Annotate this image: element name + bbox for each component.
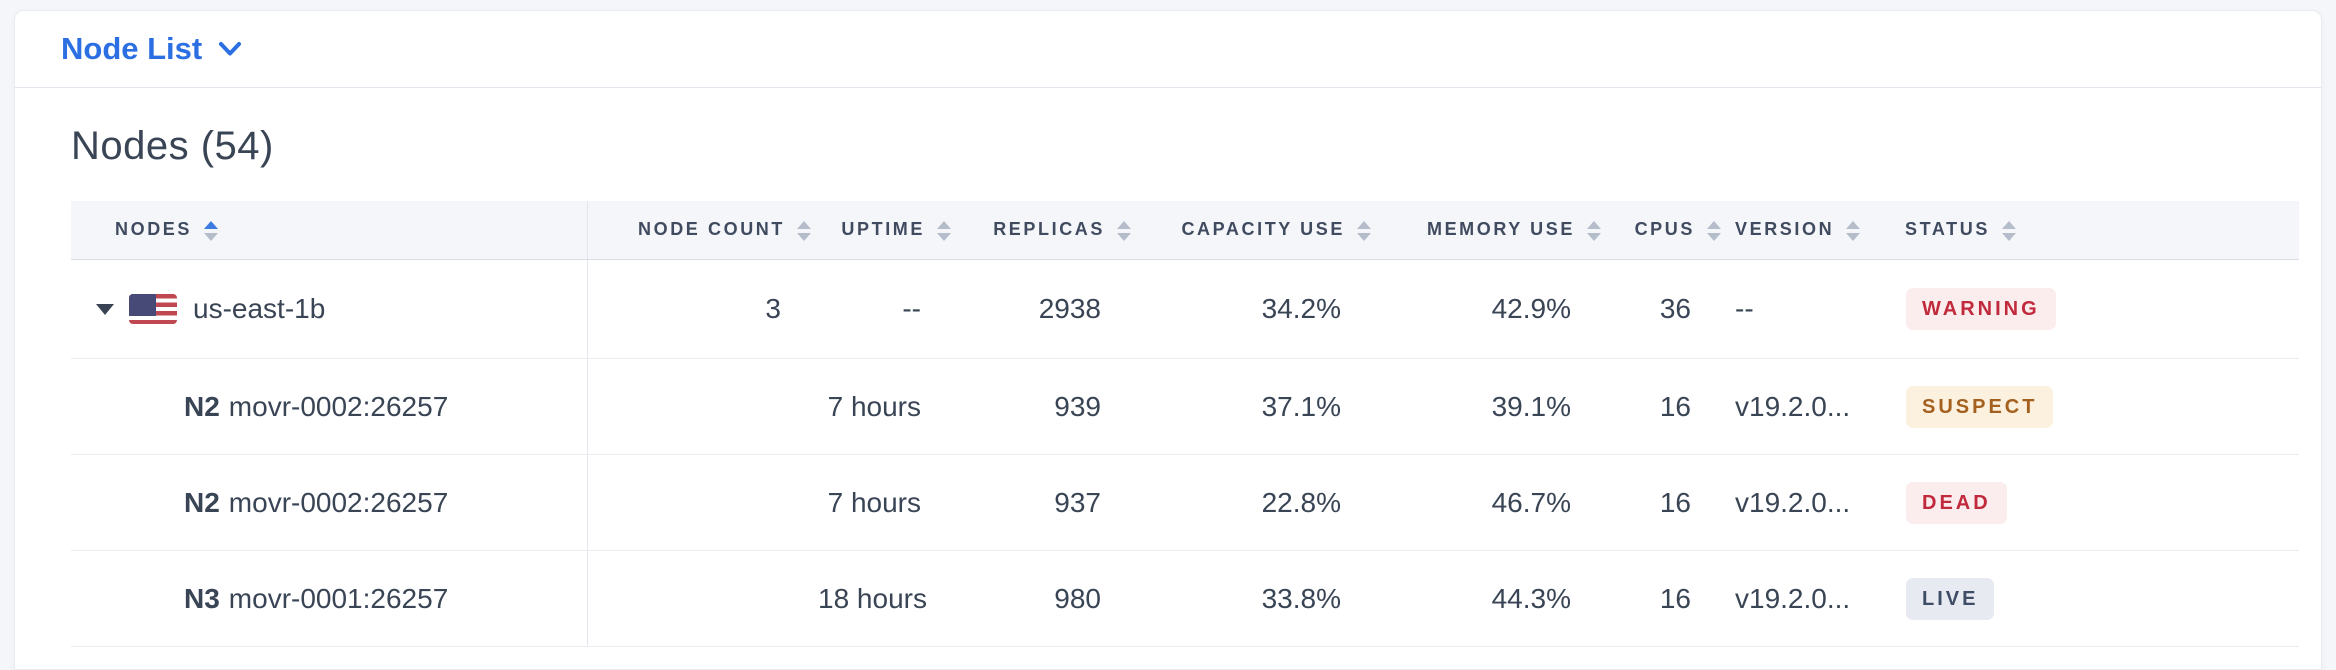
cell-uptime: 18 hours [817, 550, 957, 647]
cell-capacity-use: 37.1% [1137, 358, 1377, 455]
cell-cpus: 16 [1607, 550, 1727, 647]
column-label: VERSION [1735, 219, 1835, 240]
node-id: N3 [184, 582, 220, 614]
column-header-status[interactable]: STATUS [1897, 201, 2299, 260]
column-header-node-count[interactable]: NODE COUNT [587, 201, 817, 260]
column-label: CAPACITY USE [1181, 219, 1345, 240]
cell-capacity-use: 22.8% [1137, 454, 1377, 551]
table-row-node: N3 movr-0001:26257 18 hours 980 33.8% 44.… [71, 550, 2299, 647]
sort-icon [1117, 220, 1131, 241]
topbar: Node List [15, 11, 2321, 88]
cell-uptime: 7 hours [817, 358, 957, 455]
cell-memory-use: 39.1% [1377, 358, 1607, 455]
cell-version: v19.2.0... [1727, 358, 1897, 455]
cell-memory-use: 46.7% [1377, 454, 1607, 551]
column-header-version[interactable]: VERSION [1727, 201, 1897, 260]
cell-uptime: -- [817, 259, 957, 359]
column-header-capacity-use[interactable]: CAPACITY USE [1137, 201, 1377, 260]
cell-cpus: 36 [1607, 259, 1727, 359]
cell-replicas: 980 [957, 550, 1137, 647]
chevron-down-icon [218, 41, 242, 62]
node-list-dropdown[interactable]: Node List [61, 31, 242, 67]
sort-icon [937, 220, 951, 241]
cell-status: SUSPECT [1897, 358, 2299, 455]
expand-caret-icon[interactable] [96, 303, 114, 315]
table-row-node: N2 movr-0002:26257 7 hours 937 22.8% 46.7… [71, 454, 2299, 551]
cell-memory-use: 42.9% [1377, 259, 1607, 359]
cell-status: WARNING [1897, 259, 2299, 359]
status-badge: LIVE [1906, 577, 1995, 620]
region-name: us-east-1b [193, 293, 326, 324]
cell-memory-use: 44.3% [1377, 550, 1607, 647]
cell-node-count [587, 358, 817, 455]
sort-icon [1357, 220, 1371, 241]
column-label: NODES [115, 219, 193, 240]
us-flag-icon [129, 294, 177, 324]
column-header-uptime[interactable]: UPTIME [817, 201, 957, 260]
column-label: NODE COUNT [638, 219, 785, 240]
sort-icon [2001, 220, 2016, 241]
cell-replicas: 937 [957, 454, 1137, 551]
page-title: Nodes (54) [71, 124, 274, 168]
node-id: N2 [184, 390, 220, 422]
cell-nodes: N2 movr-0002:26257 [71, 454, 588, 551]
column-label: UPTIME [841, 219, 925, 240]
cell-cpus: 16 [1607, 454, 1727, 551]
cell-uptime: 7 hours [817, 454, 957, 551]
sort-icon [1587, 220, 1601, 241]
column-label: MEMORY USE [1426, 219, 1575, 240]
table-header-row: NODES NODE COUNT UPTIME REPLICAS CAPACIT… [71, 201, 2299, 260]
cell-nodes: N3 movr-0001:26257 [71, 550, 588, 647]
status-badge: WARNING [1906, 288, 2056, 330]
status-badge: SUSPECT [1906, 385, 2054, 428]
sort-icon [1846, 220, 1861, 241]
nodes-table: NODES NODE COUNT UPTIME REPLICAS CAPACIT… [71, 201, 2299, 647]
cell-capacity-use: 34.2% [1137, 259, 1377, 359]
cell-replicas: 939 [957, 358, 1137, 455]
column-header-nodes[interactable]: NODES [71, 201, 588, 260]
cell-cpus: 16 [1607, 358, 1727, 455]
column-header-replicas[interactable]: REPLICAS [957, 201, 1137, 260]
column-label: CPUS [1634, 219, 1695, 240]
node-address: movr-0001:26257 [228, 582, 449, 614]
table-row-region: us-east-1b 3 -- 2938 34.2% 42.9% 36 -- W… [71, 259, 2299, 359]
column-label: REPLICAS [993, 219, 1105, 240]
cell-node-count [587, 454, 817, 551]
node-address: movr-0002:26257 [228, 486, 449, 518]
cell-nodes: us-east-1b [71, 259, 588, 359]
cell-node-count: 3 [587, 259, 817, 359]
node-list-card: Node List Nodes (54) NODES NODE COUNT [14, 10, 2322, 670]
cell-nodes: N2 movr-0002:26257 [71, 358, 588, 455]
sort-icon [204, 220, 219, 241]
cell-version: v19.2.0... [1727, 550, 1897, 647]
cell-version: v19.2.0... [1727, 454, 1897, 551]
column-header-memory-use[interactable]: MEMORY USE [1377, 201, 1607, 260]
sort-icon [1707, 220, 1721, 241]
node-id: N2 [184, 486, 220, 518]
cell-version: -- [1727, 259, 1897, 359]
cell-replicas: 2938 [957, 259, 1137, 359]
column-header-cpus[interactable]: CPUS [1607, 201, 1727, 260]
node-list-dropdown-label: Node List [61, 31, 203, 66]
cell-status: LIVE [1897, 550, 2299, 647]
cell-node-count [587, 550, 817, 647]
status-badge: DEAD [1906, 481, 2007, 524]
sort-icon [797, 220, 811, 241]
column-label: STATUS [1905, 219, 1990, 240]
cell-capacity-use: 33.8% [1137, 550, 1377, 647]
cell-status: DEAD [1897, 454, 2299, 551]
table-row-node: N2 movr-0002:26257 7 hours 939 37.1% 39.1… [71, 358, 2299, 455]
node-address: movr-0002:26257 [228, 390, 449, 422]
content-area: Nodes (54) NODES NODE COUNT UPTIME [15, 88, 2321, 647]
